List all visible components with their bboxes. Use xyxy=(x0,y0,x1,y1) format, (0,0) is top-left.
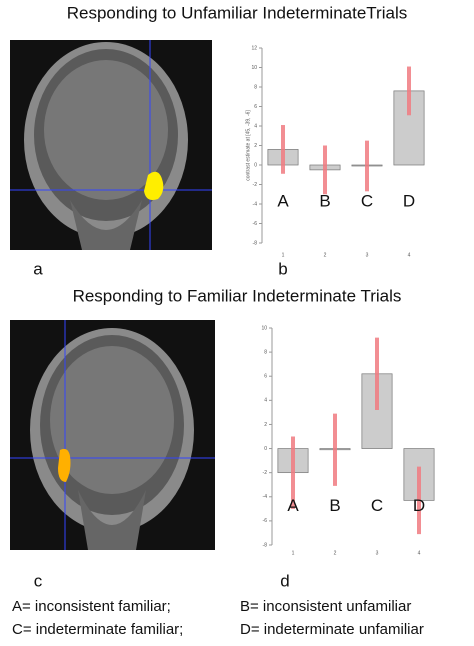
bar-letter: A xyxy=(287,496,299,515)
x-tick-label: 3 xyxy=(366,252,369,258)
x-tick-label: 1 xyxy=(292,550,295,556)
y-tick-label: -2 xyxy=(253,182,258,188)
chart-title: Responding to Familiar Indeterminate Tri… xyxy=(73,286,402,305)
y-tick-label: -6 xyxy=(263,518,268,524)
y-tick-label: -8 xyxy=(263,542,268,548)
y-tick-label: 12 xyxy=(251,45,257,51)
caption-text: D= indeterminate unfamiliar xyxy=(240,621,424,638)
y-tick-label: -8 xyxy=(253,240,258,246)
x-tick-label: 4 xyxy=(418,550,421,556)
x-tick-label: 3 xyxy=(376,550,379,556)
y-tick-label: -2 xyxy=(263,470,268,476)
y-axis-label: contrast estimate at [45, -39, -6] xyxy=(245,110,251,181)
chart-panel-label: b xyxy=(278,259,287,278)
chart-title: Responding to Unfamiliar IndeterminateTr… xyxy=(67,3,407,22)
y-tick-label: -6 xyxy=(253,221,258,227)
y-tick-label: 4 xyxy=(254,123,257,129)
brain-image-c xyxy=(10,320,215,550)
bar-letter: D xyxy=(403,192,415,211)
x-tick-label: 4 xyxy=(408,252,411,258)
caption-text: C= indeterminate familiar; xyxy=(12,621,183,638)
x-tick-label: 2 xyxy=(334,550,337,556)
x-tick-label: 1 xyxy=(282,252,285,258)
bar-letter: B xyxy=(329,496,340,515)
y-tick-label: 0 xyxy=(254,162,257,168)
y-tick-label: 2 xyxy=(264,422,267,428)
brain-image-a xyxy=(10,40,212,250)
y-tick-label: 6 xyxy=(254,104,257,110)
x-tick-label: 2 xyxy=(324,252,327,258)
image-panel-label: c xyxy=(34,571,43,590)
y-tick-label: 4 xyxy=(264,398,267,404)
bar-letter: D xyxy=(413,496,425,515)
chart-panel-label: d xyxy=(280,571,289,590)
bar-letter: A xyxy=(277,192,289,211)
y-tick-label: -4 xyxy=(263,494,268,500)
caption-text: B= inconsistent unfamiliar xyxy=(240,598,411,615)
y-tick-label: -4 xyxy=(253,201,258,207)
bar-letter: B xyxy=(319,192,330,211)
y-tick-label: 6 xyxy=(264,374,267,380)
y-tick-label: 8 xyxy=(264,349,267,355)
y-tick-label: 8 xyxy=(254,84,257,90)
y-tick-label: 0 xyxy=(264,446,267,452)
image-panel-label: a xyxy=(33,259,43,278)
y-tick-label: 10 xyxy=(261,325,267,331)
y-tick-label: 2 xyxy=(254,143,257,149)
bar-letter: C xyxy=(371,496,383,515)
caption-text: A= inconsistent familiar; xyxy=(12,598,171,615)
y-tick-label: 10 xyxy=(251,65,257,71)
bar-letter: C xyxy=(361,192,373,211)
